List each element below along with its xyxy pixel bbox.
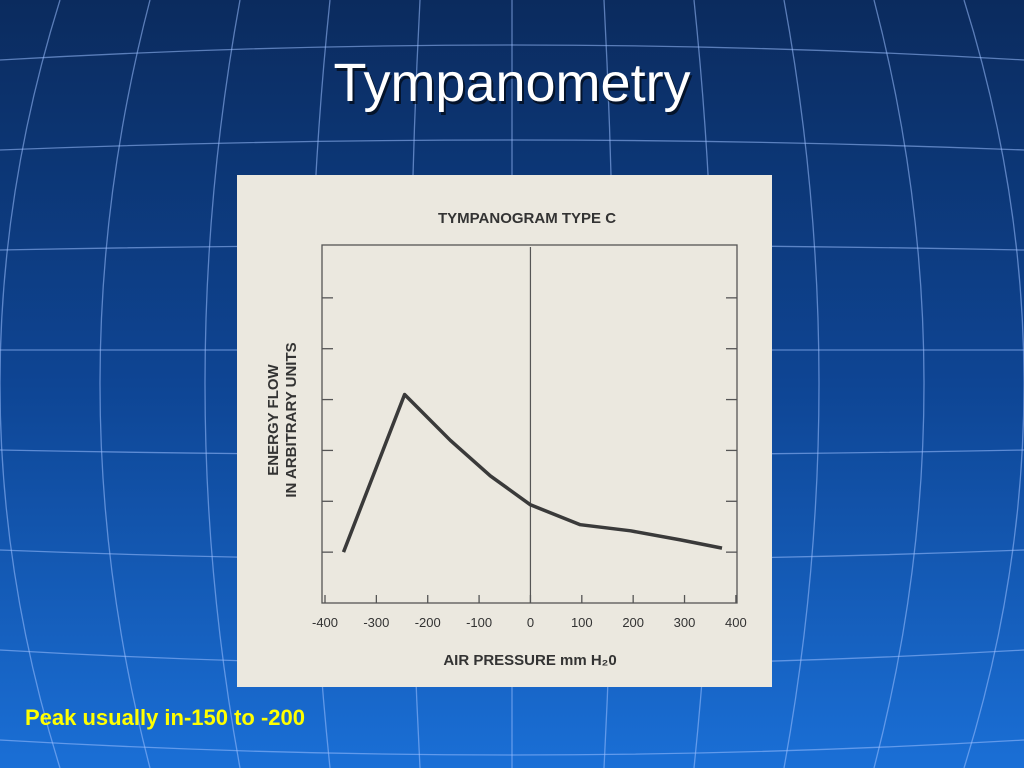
x-tick-label: -400 — [312, 615, 338, 630]
x-tick-label: -300 — [363, 615, 389, 630]
y-label: IN ARBITRARY UNITS — [283, 342, 300, 497]
slide-title: Tympanometry — [333, 53, 690, 113]
x-tick-label: 400 — [725, 615, 747, 630]
chart-title: TYMPANOGRAM TYPE C — [438, 210, 616, 227]
x-tick-label: -100 — [466, 615, 492, 630]
y-label: ENERGY FLOW — [265, 363, 282, 475]
x-label: AIR PRESSURE mm H₂0 — [443, 652, 616, 669]
data-line — [341, 392, 723, 553]
chart-panel — [237, 175, 772, 687]
title-shadow: Tympanometry — [335, 56, 692, 116]
x-tick-label: 200 — [622, 615, 644, 630]
plot-frame — [321, 244, 738, 604]
x-tick-label: -200 — [415, 615, 441, 630]
x-tick-label: 100 — [571, 615, 593, 630]
x-tick-label: 0 — [527, 615, 534, 630]
caption: Peak usually in-150 to -200 — [25, 705, 305, 730]
x-tick-label: 300 — [674, 615, 696, 630]
